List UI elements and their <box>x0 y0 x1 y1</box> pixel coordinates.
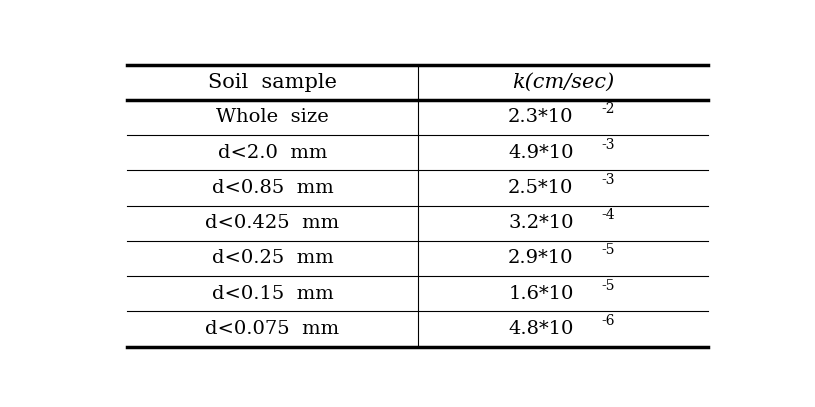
Text: 2.5*10: 2.5*10 <box>509 179 574 197</box>
Text: Whole  size: Whole size <box>216 108 328 127</box>
Text: 1.6*10: 1.6*10 <box>509 284 574 303</box>
Text: d<0.425  mm: d<0.425 mm <box>205 214 340 232</box>
Text: 2.3*10: 2.3*10 <box>508 108 574 127</box>
Text: d<0.15  mm: d<0.15 mm <box>212 284 333 303</box>
Text: -5: -5 <box>601 243 615 257</box>
Text: -2: -2 <box>601 102 615 116</box>
Text: -6: -6 <box>601 314 615 328</box>
Text: Soil  sample: Soil sample <box>208 72 337 92</box>
Text: 2.9*10: 2.9*10 <box>508 249 574 267</box>
Text: -3: -3 <box>601 173 615 187</box>
Text: d<2.0  mm: d<2.0 mm <box>218 144 327 162</box>
Text: 3.2*10: 3.2*10 <box>508 214 574 232</box>
Text: k(cm/sec): k(cm/sec) <box>512 72 614 92</box>
Text: -4: -4 <box>601 208 615 222</box>
Text: d<0.075  mm: d<0.075 mm <box>205 320 340 338</box>
Text: 4.8*10: 4.8*10 <box>509 320 574 338</box>
Text: d<0.25  mm: d<0.25 mm <box>212 249 333 267</box>
Text: d<0.85  mm: d<0.85 mm <box>212 179 333 197</box>
Text: -5: -5 <box>601 278 615 293</box>
Text: 4.9*10: 4.9*10 <box>508 144 574 162</box>
Text: -3: -3 <box>601 138 615 151</box>
